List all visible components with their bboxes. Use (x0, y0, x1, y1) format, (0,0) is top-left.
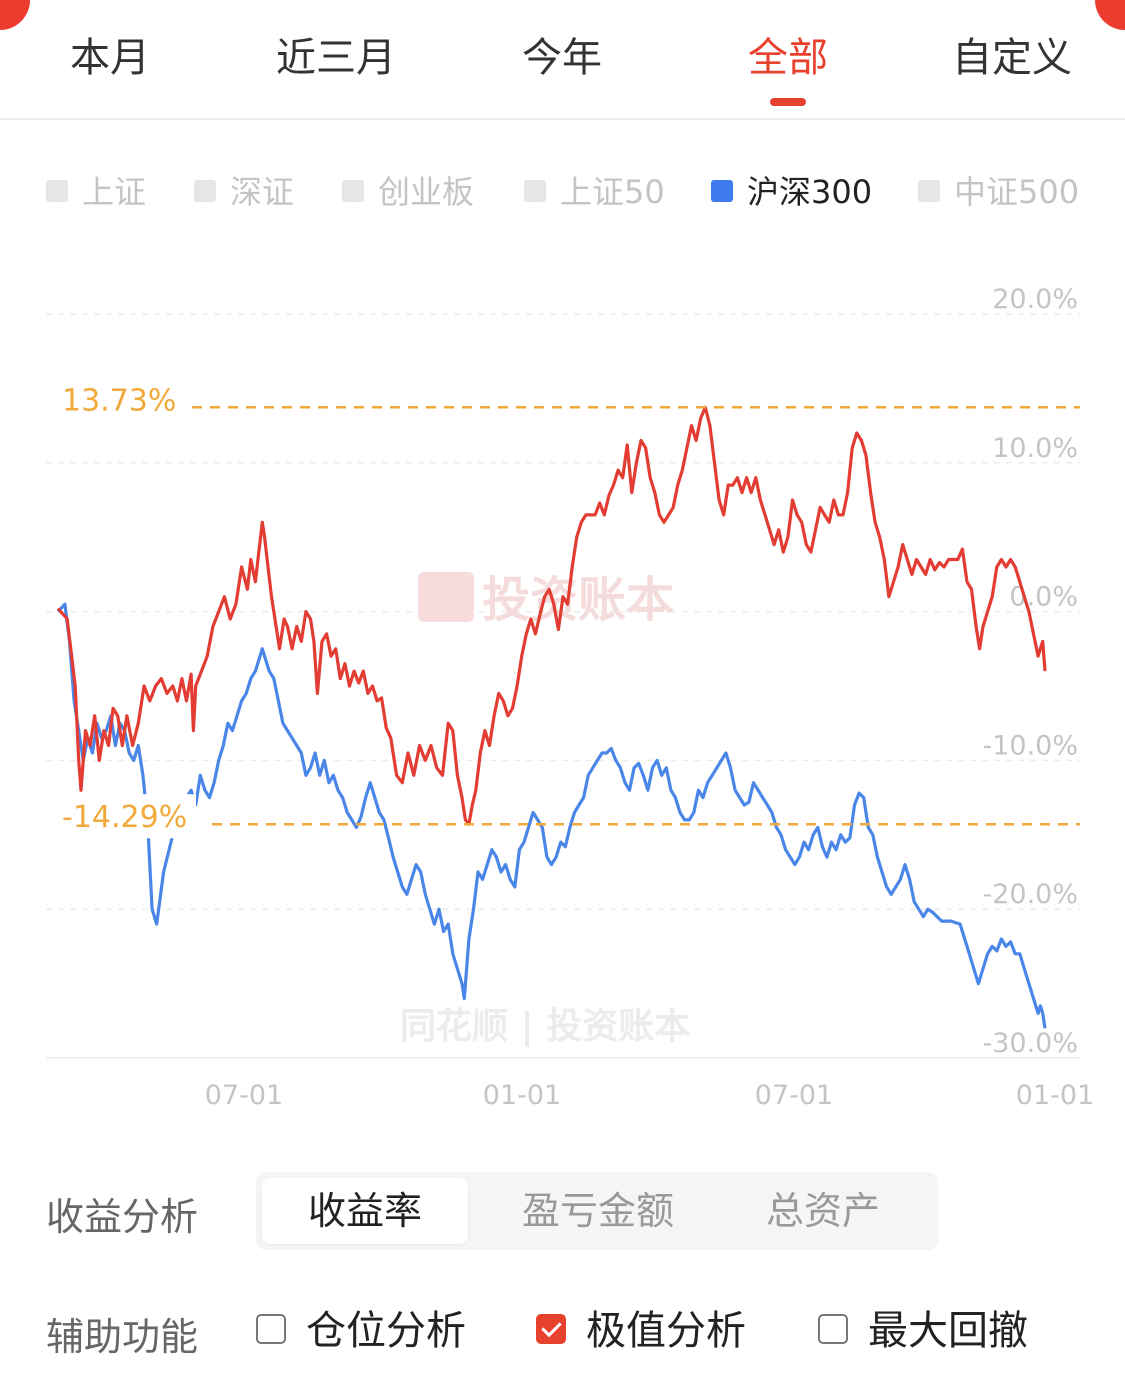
option-label: 极值分析 (586, 1308, 746, 1354)
index-label: 中证500 (954, 173, 1080, 211)
chart-grid (46, 313, 1080, 1059)
index-toggle-sse50[interactable]: 上证50 (524, 170, 665, 214)
tab-this-month[interactable]: 本月 (70, 35, 150, 81)
max-value-label: 13.73% (62, 383, 176, 418)
index-label: 上证 (82, 173, 147, 211)
segment-profit-amount[interactable]: 盈亏金额 (521, 1189, 674, 1233)
min-label-background (56, 794, 196, 839)
chart-series (56, 405, 1047, 1029)
index-toggle-chinext[interactable]: 创业板 (342, 170, 474, 214)
x-tick-label: 01-01 (483, 1080, 561, 1111)
checkbox-checked-icon[interactable] (536, 1314, 566, 1344)
segment-total-assets[interactable]: 总资产 (765, 1189, 880, 1233)
index-toggle-shenzhen[interactable]: 深证 (194, 170, 294, 214)
index-swatch (524, 180, 546, 202)
index-toggle-csi300[interactable]: 沪深300 (711, 170, 872, 214)
csi300-index-line (56, 602, 1047, 1029)
x-tick-label: 07-01 (205, 1080, 283, 1111)
index-label: 深证 (230, 173, 295, 211)
option-label: 最大回撤 (868, 1308, 1028, 1354)
y-tick-label: 10.0% (992, 433, 1078, 464)
y-tick-label: 20.0% (992, 284, 1078, 315)
checkbox-icon[interactable] (256, 1314, 286, 1344)
tab-last-three-months[interactable]: 近三月 (276, 35, 396, 81)
index-toggle-shanghai[interactable]: 上证 (46, 170, 146, 214)
tab-this-year[interactable]: 今年 (522, 35, 602, 81)
index-swatch (342, 180, 364, 202)
index-swatch (711, 180, 733, 202)
option-label: 仓位分析 (306, 1308, 466, 1354)
x-tick-label: 07-01 (755, 1080, 833, 1111)
extreme-analysis-option[interactable]: 极值分析 (536, 1306, 746, 1356)
position-analysis-option[interactable]: 仓位分析 (256, 1306, 466, 1356)
index-swatch (194, 180, 216, 202)
analysis-label: 收益分析 (46, 1195, 199, 1239)
index-label: 沪深300 (747, 173, 873, 211)
x-axis-ticks: 07-01 01-01 07-01 01-01 (205, 1080, 1094, 1111)
y-tick-label: -10.0% (982, 730, 1078, 761)
active-tab-indicator (770, 98, 806, 106)
period-tabs: 本月 近三月 今年 全部 自定义 (0, 0, 1125, 120)
max-drawdown-option[interactable]: 最大回撤 (818, 1306, 1028, 1356)
min-value-label: -14.29% (62, 800, 187, 835)
x-tick-label: 01-01 (1016, 1080, 1094, 1111)
tab-custom[interactable]: 自定义 (952, 35, 1072, 81)
watermark-logo-icon (418, 572, 474, 622)
return-chart[interactable]: 投资账本 同花顺 | 投资账本 20.0%10.0%0.0%-10.0%-20.… (0, 250, 1125, 1130)
tab-all[interactable]: 全部 (748, 35, 828, 81)
index-toggle-csi500[interactable]: 中证500 (918, 170, 1079, 214)
watermark-main: 投资账本 (482, 572, 674, 628)
chart-watermarks: 投资账本 同花顺 | 投资账本 (400, 572, 690, 1047)
segment-return-rate[interactable]: 收益率 (262, 1178, 468, 1244)
aux-label: 辅助功能 (46, 1315, 199, 1359)
watermark-bottom: 同花顺 | 投资账本 (400, 1006, 690, 1047)
y-axis-ticks: 20.0%10.0%0.0%-10.0%-20.0%-30.0% (982, 284, 1078, 1059)
index-label: 创业板 (378, 173, 475, 211)
extreme-markers: 13.73% -14.29% (56, 383, 1080, 839)
analysis-segmented-control: 收益率 盈亏金额 总资产 (256, 1172, 938, 1250)
portfolio-return-line (56, 405, 1047, 826)
y-tick-label: -20.0% (982, 879, 1078, 910)
y-tick-label: -30.0% (982, 1028, 1078, 1059)
checkbox-icon[interactable] (818, 1314, 848, 1344)
index-swatch (918, 180, 940, 202)
index-swatch (46, 180, 68, 202)
index-label: 上证50 (560, 173, 665, 211)
